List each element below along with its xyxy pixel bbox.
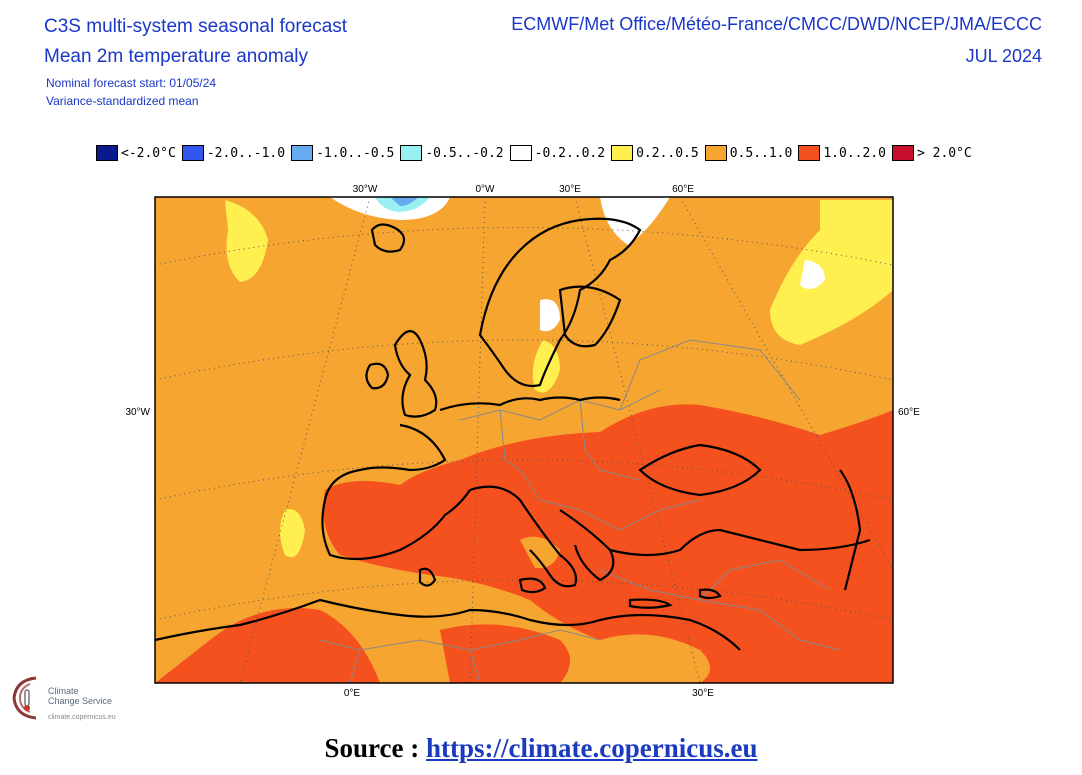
country-borders xyxy=(319,339,841,683)
legend-item: <-2.0°C xyxy=(96,145,176,161)
logo-name-line1: Climate xyxy=(48,686,79,696)
lon-label-bottom-30e: 30°E xyxy=(692,688,714,699)
caspian-coast xyxy=(839,469,862,591)
lon-label-top-60e: 60°E xyxy=(672,184,694,195)
legend-swatch xyxy=(891,145,914,161)
lon-label-left-30w: 30°W xyxy=(125,407,150,418)
source-credit: Source : https://climate.copernicus.eu xyxy=(0,733,1082,764)
forecast-month: JUL 2024 xyxy=(965,46,1042,66)
legend-item: -0.2..0.2 xyxy=(509,145,606,161)
black-sea-coast xyxy=(638,443,762,497)
warm-patch-ural xyxy=(770,200,893,345)
legend-item: 0.5..1.0 xyxy=(704,145,793,161)
finland-coast xyxy=(558,285,622,348)
neutral-patch-russia xyxy=(800,260,825,289)
neutral-patch-scandinavia xyxy=(540,299,560,332)
legend-item: -0.5..-0.2 xyxy=(400,145,504,161)
legend-swatch xyxy=(181,145,204,161)
lon-label-top-0w: 0°W xyxy=(476,184,496,195)
legend-label: 0.5..1.0 xyxy=(729,145,793,161)
legend-label: -0.2..0.2 xyxy=(534,145,606,161)
warm-patch-iberia xyxy=(280,509,305,558)
legend-swatch xyxy=(509,145,532,161)
cool-patch-greenland-core xyxy=(390,197,418,206)
source-link[interactable]: https://climate.copernicus.eu xyxy=(426,733,758,763)
forecast-centres: ECMWF/Met Office/Météo-France/CMCC/DWD/N… xyxy=(511,14,1042,34)
ireland-coast xyxy=(365,362,390,390)
legend-swatch xyxy=(291,145,314,161)
legend-swatch xyxy=(400,145,423,161)
neutral-patch-barents xyxy=(600,197,670,245)
sardinia-coast xyxy=(418,567,437,587)
graticule xyxy=(155,197,893,683)
moderate-patch-adriatic xyxy=(520,536,560,569)
warm-anomaly-mediterranean xyxy=(323,404,893,683)
sicily-coast xyxy=(518,577,547,594)
legend-item: -2.0..-1.0 xyxy=(181,145,286,161)
legend-label: -0.5..-0.2 xyxy=(425,145,504,161)
logo-service-name: Climate Change Service xyxy=(48,686,118,706)
copernicus-logo xyxy=(6,670,136,730)
legend-label: -2.0..-1.0 xyxy=(206,145,286,161)
anomaly-field xyxy=(155,197,893,683)
moderate-patch-libya xyxy=(600,634,710,683)
legend-swatch xyxy=(611,145,634,161)
color-legend: <-2.0°C -2.0..-1.0 -1.0..-0.5 -0.5..-0.2 -0.… xyxy=(96,143,978,163)
lon-label-bottom-0e: 0°E xyxy=(344,688,361,699)
cyprus-coast xyxy=(698,588,722,600)
climate-change-service-icon xyxy=(12,676,37,720)
lon-label-top-30e: 30°E xyxy=(559,184,581,195)
legend-label: <-2.0°C xyxy=(121,145,176,161)
legend-label: 1.0..2.0 xyxy=(823,145,886,161)
source-prefix: Source : xyxy=(324,733,427,763)
legend-item: -1.0..-0.5 xyxy=(291,145,394,161)
temperature-anomaly-map: 30°W 0°W 30°E 60°E 30°W 60°E 0°E 30°E xyxy=(125,184,920,699)
legend-swatch xyxy=(96,145,118,161)
logo-url: climate.copernicus.eu xyxy=(48,714,116,721)
legend-label: 0.2..0.5 xyxy=(636,145,699,161)
legend-swatch xyxy=(704,145,727,161)
legend-item: 1.0..2.0 xyxy=(798,145,886,161)
map-frame xyxy=(154,196,894,684)
warm-anomaly-north-africa-west xyxy=(155,608,380,683)
legend-item: 0.2..0.5 xyxy=(611,145,699,161)
map-title: C3S multi-system seasonal forecast xyxy=(44,16,348,37)
legend-label: > 2.0°C xyxy=(916,145,972,161)
logo-name-line2: Change Service xyxy=(48,696,113,706)
lon-label-top-30w: 30°W xyxy=(353,184,378,195)
legend-item: > 2.0°C xyxy=(891,145,972,161)
great-britain-coast xyxy=(393,330,438,418)
map-variable: Mean 2m temperature anomaly xyxy=(44,46,309,67)
lon-label-right-60e: 60°E xyxy=(898,407,920,418)
legend-swatch xyxy=(798,145,821,161)
scandinavia-coast xyxy=(478,217,642,388)
warm-patch-atlantic xyxy=(225,200,268,282)
forecast-method: Variance-standardized mean xyxy=(46,94,199,108)
iceland-coast xyxy=(370,223,406,253)
warm-anomaly-north-africa-central xyxy=(440,624,570,683)
coastlines xyxy=(155,217,871,651)
crete-coast xyxy=(628,598,673,609)
forecast-start: Nominal forecast start: 01/05/24 xyxy=(46,76,217,90)
legend-label: -1.0..-0.5 xyxy=(316,145,395,161)
